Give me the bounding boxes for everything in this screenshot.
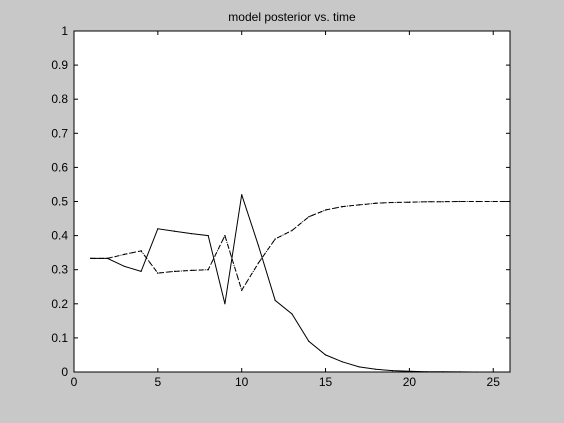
- chart-title: model posterior vs. time: [228, 10, 356, 24]
- y-tick-label: 0.3: [51, 263, 68, 277]
- data-point: [308, 216, 310, 218]
- data-point: [442, 201, 444, 203]
- data-point: [492, 200, 494, 203]
- data-point: [241, 289, 243, 291]
- y-tick-label: 1: [61, 24, 68, 38]
- data-point: [257, 245, 260, 247]
- data-point: [291, 313, 293, 315]
- x-tick-label: 15: [319, 375, 333, 389]
- plot-area: [74, 31, 510, 372]
- data-point: [190, 233, 192, 235]
- data-point: [459, 200, 461, 203]
- y-tick-label: 0: [61, 365, 68, 379]
- data-point: [475, 200, 478, 203]
- data-point: [207, 235, 209, 237]
- y-tick-label: 0.6: [51, 160, 68, 174]
- x-tick-label: 5: [155, 375, 162, 389]
- data-point: [358, 366, 360, 368]
- data-point: [341, 206, 343, 208]
- y-tick-label: 0.4: [51, 229, 68, 243]
- y-tick-label: 0.8: [51, 92, 68, 106]
- data-point: [324, 354, 327, 356]
- data-point: [324, 209, 327, 211]
- data-point: [174, 230, 176, 232]
- data-point: [308, 340, 310, 342]
- y-tick-label: 0.5: [51, 195, 68, 209]
- data-point: [224, 303, 226, 305]
- x-tick-label: 0: [71, 375, 78, 389]
- data-point: [241, 194, 243, 196]
- x-tick-label: 20: [403, 375, 417, 389]
- x-tick-label: 25: [487, 375, 501, 389]
- data-point: [174, 270, 176, 272]
- y-tick-label: 0.7: [51, 126, 68, 140]
- data-point: [90, 257, 92, 259]
- data-point: [425, 201, 427, 203]
- data-point: [190, 269, 192, 271]
- x-tick-label: 10: [235, 375, 249, 389]
- data-point: [106, 257, 109, 259]
- data-point: [392, 201, 394, 204]
- y-tick-label: 0.2: [51, 297, 68, 311]
- data-point: [274, 238, 276, 240]
- data-point: [140, 250, 142, 252]
- data-point: [224, 235, 226, 237]
- data-point: [157, 272, 159, 274]
- data-point: [408, 201, 410, 203]
- data-point: [123, 265, 125, 267]
- data-point: [375, 202, 377, 204]
- data-point: [207, 269, 209, 271]
- tick-layer: 0 5 10 15 20 25 0 0.1 0.2 0.3 0.4 0.5 0.6 0.7 0.8 0.9 1: [51, 24, 510, 389]
- data-point: [257, 262, 260, 264]
- y-tick-label: 0.1: [51, 331, 68, 345]
- data-point: [140, 270, 142, 272]
- data-point: [123, 253, 125, 255]
- data-point: [291, 229, 293, 232]
- series-line-dotted: [90, 201, 510, 292]
- data-point: [274, 299, 276, 301]
- data-point: [157, 228, 159, 230]
- data-point: [358, 204, 360, 206]
- y-tick-label: 0.9: [51, 58, 68, 72]
- data-point: [375, 368, 377, 370]
- data-point: [392, 370, 394, 372]
- data-point: [341, 361, 343, 363]
